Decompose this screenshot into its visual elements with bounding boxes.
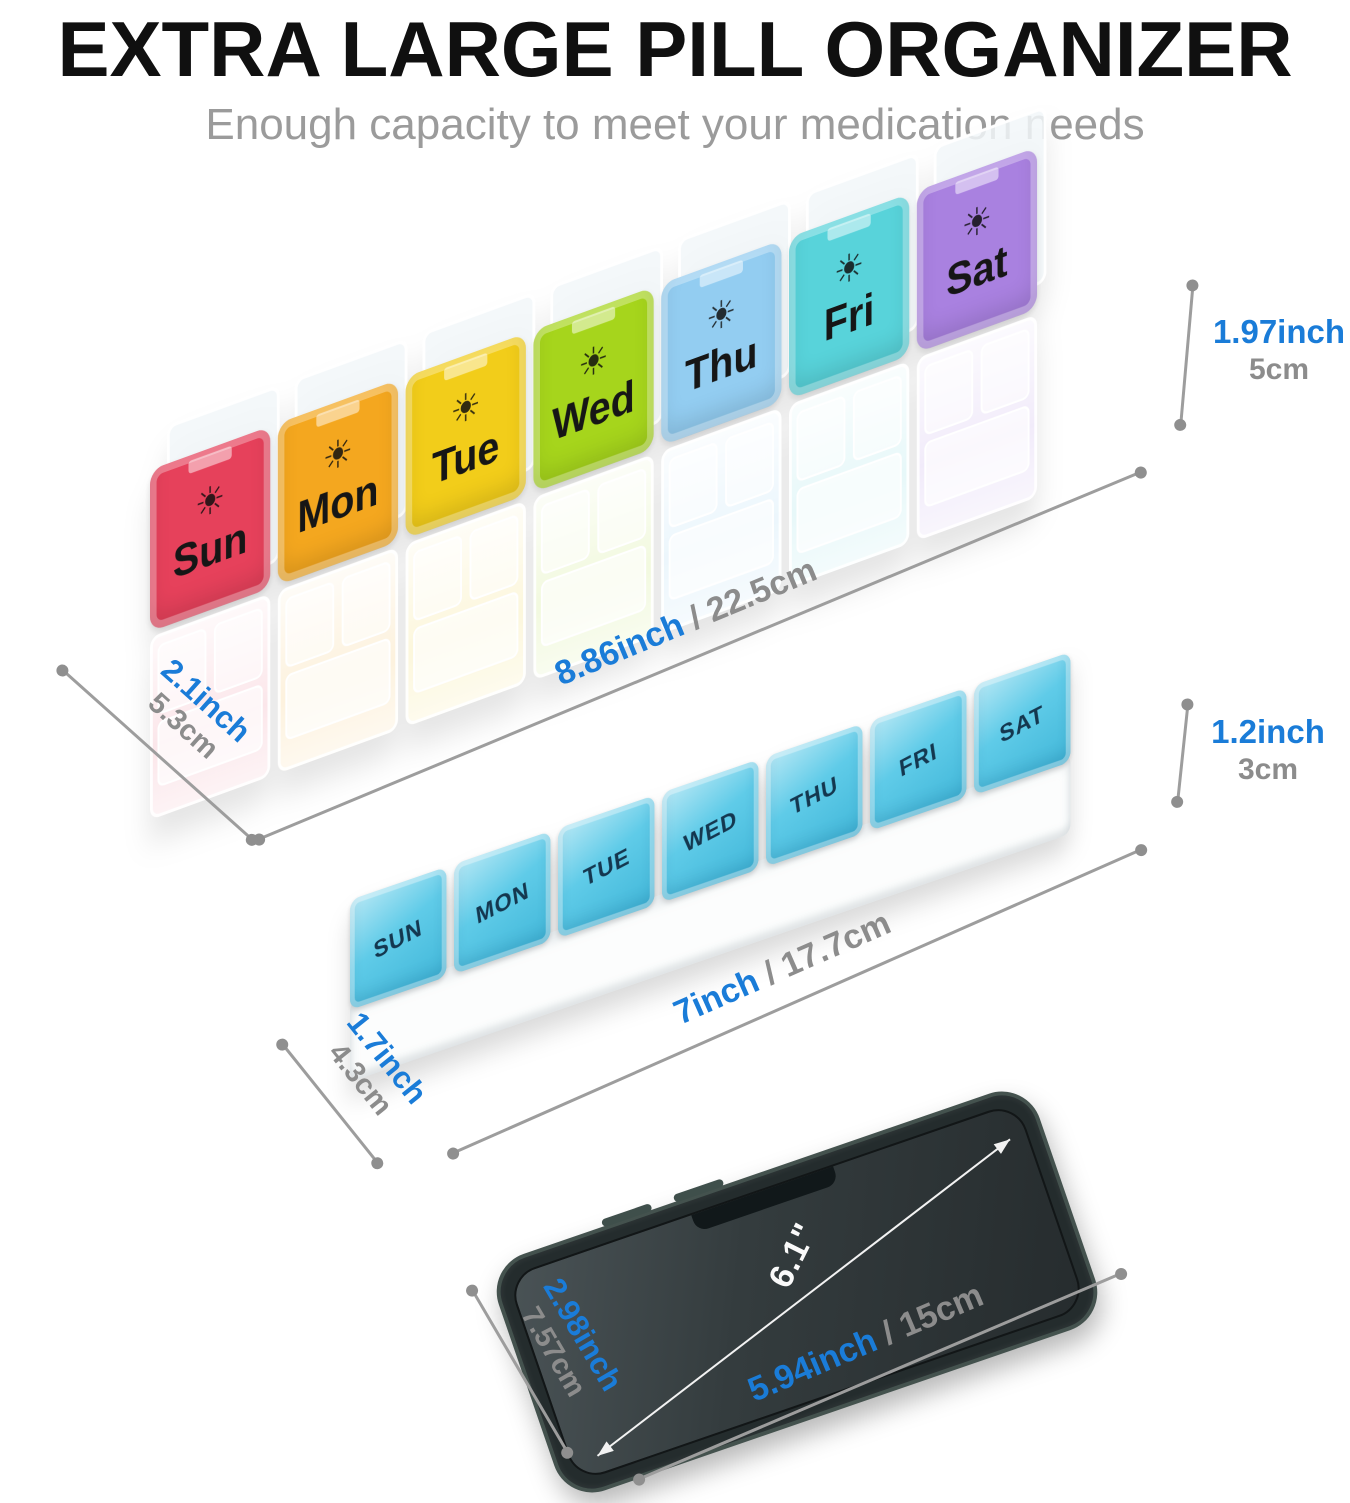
dim-line-phone-width: 2.98inch 7.57cm (464, 1272, 630, 1461)
dim-small-height: 1.2inch 3cm (1198, 712, 1338, 788)
large-day-body (277, 546, 399, 774)
large-day-body (405, 500, 526, 728)
dim-dot (1133, 841, 1149, 858)
sun-icon: ☀ (450, 380, 481, 436)
dim-dot (274, 1035, 292, 1053)
dim-dot (54, 661, 72, 679)
dim-line-small-width: 1.7inch 4.3cm (274, 1005, 434, 1172)
day-label: Thu (685, 325, 758, 402)
day-label: Tue (432, 419, 500, 494)
arrowhead-icon (593, 1441, 614, 1461)
dim-line-small-height (1171, 697, 1195, 809)
lid-latch (571, 306, 616, 335)
large-day-unit-sat: ☀ Sat (916, 147, 1038, 542)
day-label: SAT (998, 698, 1047, 748)
pill-compartment (796, 394, 846, 483)
pill-compartment (469, 513, 519, 602)
dim-line-large-height (1174, 278, 1200, 432)
page-title: EXTRA LARGE PILL ORGANIZER (57, 5, 1293, 93)
volume-button (600, 1203, 653, 1228)
sun-icon: ☀ (706, 287, 737, 343)
pill-compartment (924, 348, 974, 437)
pill-compartment (852, 374, 902, 463)
phone-diagonal-label: 6.1" (761, 1216, 826, 1294)
day-label: THU (788, 769, 840, 820)
pill-compartment (285, 580, 335, 669)
lid-latch (188, 445, 232, 475)
pill-compartment (980, 327, 1030, 416)
large-day-unit-mon: ☀ Mon (277, 379, 399, 774)
dim-dot (369, 1154, 387, 1172)
pill-compartment (413, 534, 462, 623)
sun-icon: ☀ (194, 473, 226, 529)
large-day-body (916, 314, 1038, 542)
volume-button (672, 1178, 725, 1203)
day-label: SUN (372, 912, 425, 964)
dim-dot (445, 1145, 461, 1162)
dim-dot (1181, 697, 1195, 712)
dim-cm: 5cm (1248, 352, 1310, 386)
dim-large-height: 1.97inch 5cm (1202, 312, 1350, 388)
sun-icon: ☀ (578, 333, 609, 389)
day-label: MON (473, 875, 531, 929)
day-label: FRI (897, 736, 939, 782)
lid-latch (444, 352, 488, 382)
sun-icon: ☀ (322, 426, 354, 482)
dim-dot (1132, 464, 1149, 480)
lid-latch (316, 399, 360, 428)
pill-compartment (213, 606, 263, 695)
sun-icon: ☀ (961, 194, 993, 250)
day-label: WED (681, 803, 739, 858)
dim-dot (1174, 418, 1188, 432)
lid-latch (955, 166, 999, 195)
dim-dot (1113, 1265, 1129, 1282)
page-subtitle: Enough capacity to meet your medication … (205, 100, 1145, 149)
dim-dot (1171, 795, 1185, 809)
lid-latch (827, 212, 871, 242)
dim-dot (1186, 278, 1200, 292)
pill-compartment (725, 420, 774, 509)
arrowhead-icon (993, 1134, 1014, 1154)
large-day-unit-fri: ☀ Fri (788, 193, 910, 588)
lid-latch (699, 259, 743, 289)
large-day-unit-tue: ☀ Tue (405, 333, 526, 728)
day-label: Fri (823, 282, 875, 352)
day-label: TUE (581, 841, 631, 892)
pill-compartment (597, 467, 647, 556)
pill-compartment (668, 441, 718, 530)
dim-inch: 1.97inch (1212, 313, 1346, 350)
sun-icon: ☀ (833, 240, 865, 296)
day-label: Sun (172, 511, 248, 589)
dim-inch: 1.2inch (1211, 713, 1325, 750)
day-label: Sat (946, 234, 1008, 307)
pill-compartment (540, 487, 590, 576)
pill-compartment (341, 560, 391, 649)
camera-notch (691, 1166, 839, 1233)
smartphone: 6.1" (485, 1080, 1109, 1503)
dim-cm: 3cm (1237, 752, 1299, 786)
dim-inch: 7inch (668, 961, 765, 1033)
phone-screen: 6.1" (506, 1101, 1088, 1483)
dim-dot (464, 1282, 481, 1299)
